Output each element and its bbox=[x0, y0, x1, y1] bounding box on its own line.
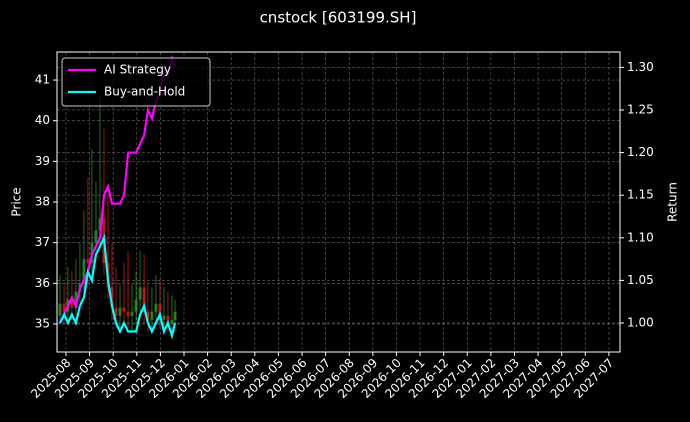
y2-tick-label: 1.25 bbox=[627, 102, 654, 116]
y-tick-label: 38 bbox=[35, 195, 50, 209]
candle-body bbox=[74, 291, 78, 308]
y-axis-label: Price bbox=[10, 187, 24, 216]
y2-tick-label: 1.20 bbox=[627, 145, 654, 159]
y-tick-label: 36 bbox=[35, 276, 50, 290]
candle-body bbox=[98, 218, 102, 231]
legend-box bbox=[61, 57, 211, 107]
y2-tick-label: 1.30 bbox=[627, 60, 654, 74]
plot-area bbox=[58, 54, 177, 340]
y2-tick-label: 1.10 bbox=[627, 230, 654, 244]
candle-body bbox=[150, 311, 154, 320]
candle-body bbox=[70, 299, 74, 308]
candle-body bbox=[86, 258, 90, 263]
series-line bbox=[59, 233, 177, 340]
y-tick-label: 35 bbox=[35, 316, 50, 330]
candle-body bbox=[126, 311, 130, 316]
y-tick-label: 41 bbox=[35, 73, 50, 87]
candle-body bbox=[134, 299, 138, 312]
y2-tick-label: 1.00 bbox=[627, 316, 654, 330]
candle-body bbox=[154, 303, 158, 312]
chart-title: cnstock [603199.SH] bbox=[260, 9, 417, 27]
candle-body bbox=[173, 311, 177, 320]
candle-body bbox=[146, 311, 150, 320]
y2-axis-label: Return bbox=[666, 182, 680, 222]
candle-body bbox=[122, 307, 126, 312]
y-tick-label: 37 bbox=[35, 235, 50, 249]
candle-body bbox=[110, 287, 114, 308]
legend-label: Buy-and-Hold bbox=[104, 85, 185, 99]
candle-body bbox=[82, 258, 86, 284]
candle-body bbox=[170, 319, 174, 324]
y-tick-label: 40 bbox=[35, 113, 50, 127]
candle-body bbox=[158, 303, 162, 320]
y2-tick-label: 1.15 bbox=[627, 188, 654, 202]
candle-body bbox=[162, 315, 166, 320]
candle-body bbox=[142, 287, 146, 312]
y2-tick-label: 1.05 bbox=[627, 273, 654, 287]
candle-body bbox=[138, 287, 142, 300]
legend-label: AI Strategy bbox=[104, 63, 171, 77]
candle-body bbox=[118, 307, 122, 316]
candle-body bbox=[166, 315, 170, 324]
candle-body bbox=[114, 307, 118, 316]
candle-body bbox=[130, 311, 134, 316]
candle-body bbox=[58, 303, 62, 316]
candle-body bbox=[94, 230, 98, 243]
plot-frame bbox=[56, 51, 621, 353]
y-tick-label: 39 bbox=[35, 154, 50, 168]
candle-body bbox=[62, 303, 66, 312]
